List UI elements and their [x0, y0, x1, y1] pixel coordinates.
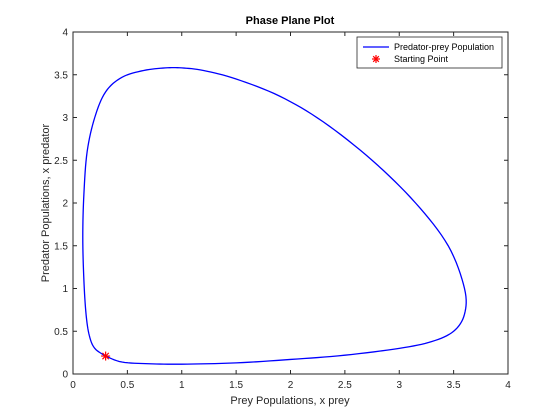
y-tick-label: 2 — [62, 199, 68, 210]
y-tick-label: 1.5 — [54, 241, 68, 252]
x-tick-label: 1.5 — [229, 380, 243, 391]
x-tick-label: 1 — [179, 380, 185, 391]
plot-area — [72, 31, 509, 375]
y-tick-labels: 0 0.5 1 1.5 2 2.5 3 3.5 4 — [54, 28, 68, 381]
axis-ticks — [72, 31, 509, 375]
legend-label-starting-point: Starting Point — [394, 54, 449, 64]
x-tick-label: 2.5 — [338, 380, 352, 391]
x-tick-label: 0 — [70, 380, 76, 391]
starting-point-asterisk — [101, 351, 111, 361]
y-tick-label: 4 — [62, 28, 68, 39]
legend-asterisk — [372, 55, 380, 63]
legend-marker-swatch — [372, 55, 380, 63]
y-tick-label: 3.5 — [54, 70, 68, 81]
series-line-predator-prey-population — [82, 66, 467, 365]
x-tick-label: 2 — [288, 380, 294, 391]
legend-label-predator-prey: Predator-prey Population — [394, 42, 494, 52]
starting-point-marker — [101, 351, 111, 361]
y-tick-label: 0 — [62, 370, 68, 381]
x-tick-label: 4 — [505, 380, 511, 391]
y-tick-label: 1 — [62, 284, 68, 295]
y-tick-label: 2.5 — [54, 156, 68, 167]
y-axis-label: Predator Populations, x predator — [40, 123, 52, 282]
legend-box — [356, 36, 503, 69]
x-tick-label: 0.5 — [120, 380, 134, 391]
x-tick-labels: 0 0.5 1 1.5 2 2.5 3 3.5 4 — [70, 380, 511, 391]
x-tick-label: 3.5 — [447, 380, 461, 391]
y-tick-label: 3 — [62, 113, 68, 124]
y-tick-label: 0.5 — [54, 327, 68, 338]
x-axis-label: Prey Populations, x prey — [230, 395, 350, 407]
chart-title: Phase Plane Plot — [246, 15, 335, 27]
legend: Predator-prey Population Starting Point — [356, 36, 503, 69]
x-tick-label: 3 — [396, 380, 402, 391]
